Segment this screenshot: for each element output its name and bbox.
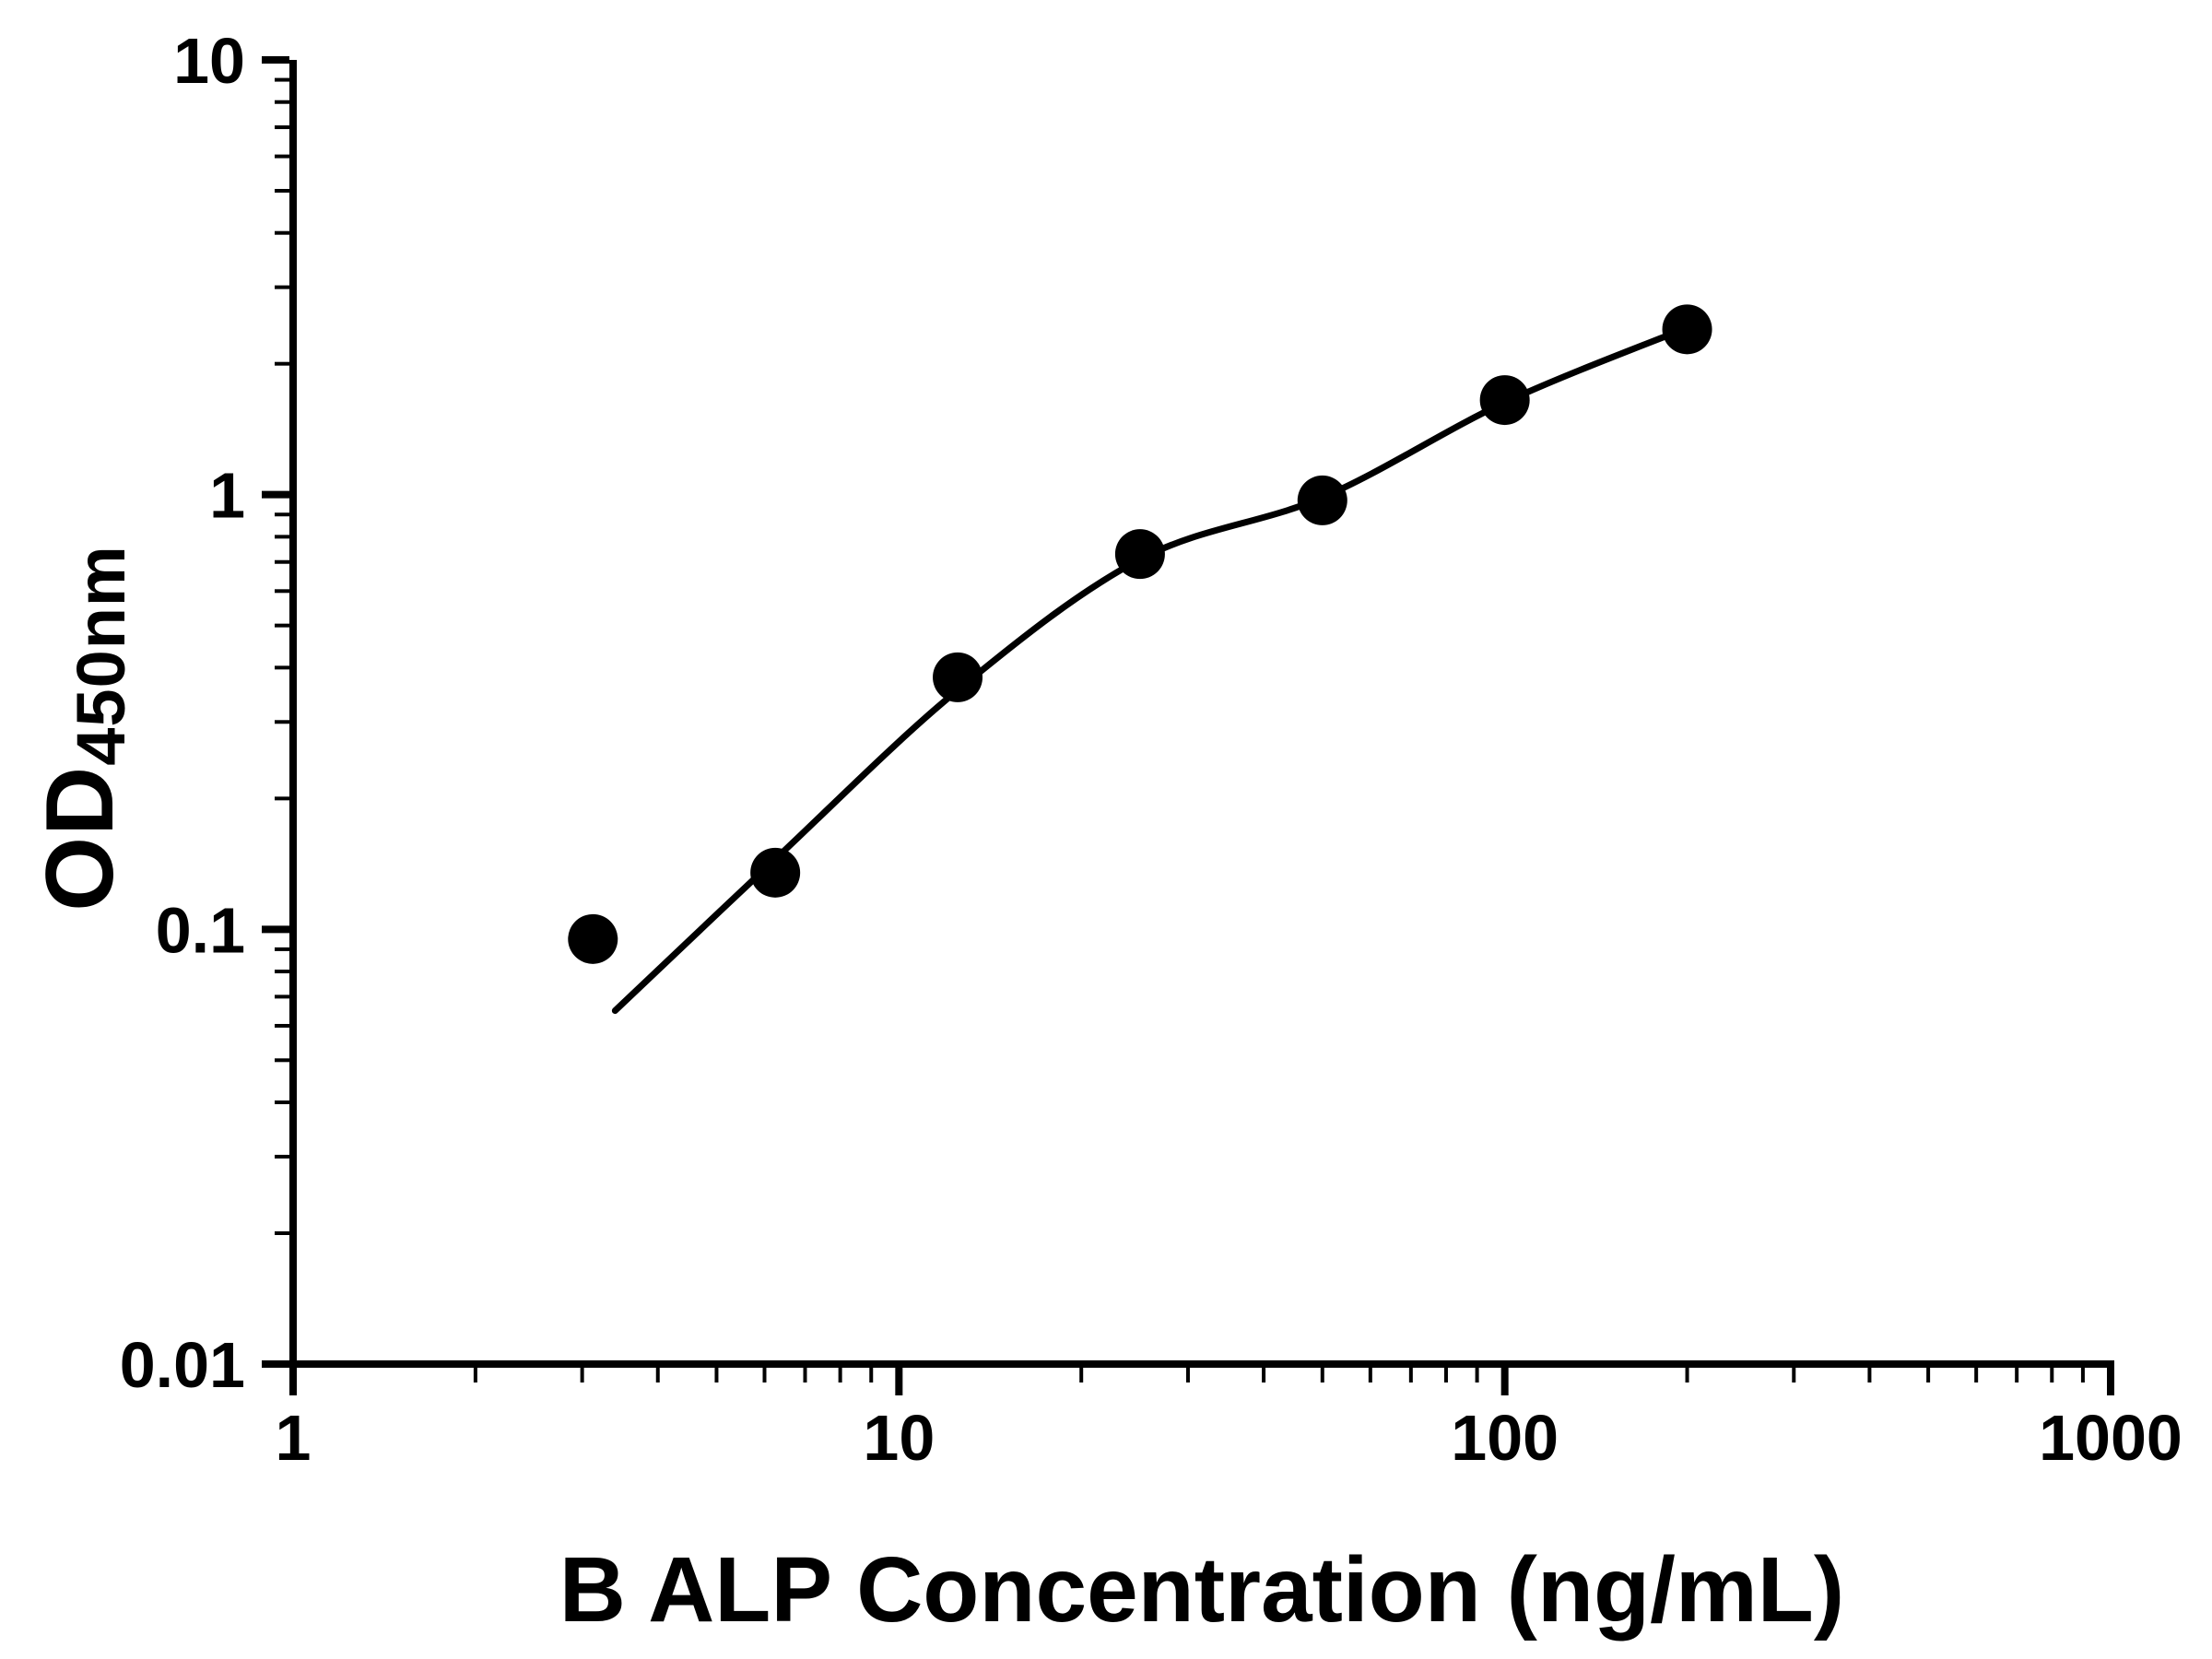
- y-tick-label: 10: [173, 25, 245, 97]
- x-axis-title: B ALP Concentration (ng/mL): [559, 1538, 1845, 1641]
- x-tick-label: 100: [1451, 1402, 1559, 1474]
- y-axis-title-sub: 450nm: [63, 545, 140, 766]
- y-axis-title-main: OD: [26, 765, 134, 912]
- x-tick-label: 1000: [2039, 1402, 2183, 1474]
- data-point: [750, 847, 801, 898]
- y-axis-title: OD450nm: [26, 545, 140, 911]
- y-tick-label: 1: [209, 460, 245, 532]
- data-point: [1662, 304, 1712, 355]
- y-tick-label: 0.01: [120, 1329, 245, 1401]
- y-tick-label: 0.1: [156, 894, 245, 966]
- x-tick-label: 1: [276, 1402, 312, 1474]
- data-point: [1297, 475, 1347, 525]
- data-point: [1114, 529, 1165, 580]
- data-point: [933, 652, 983, 702]
- x-tick-label: 10: [863, 1402, 935, 1474]
- data-point: [1479, 375, 1530, 426]
- fit-curve: [611, 324, 1691, 1015]
- data-point: [568, 913, 618, 964]
